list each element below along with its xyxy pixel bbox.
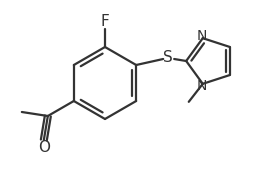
Text: O: O — [38, 140, 50, 156]
Text: S: S — [163, 49, 173, 64]
Text: N: N — [197, 79, 207, 93]
Text: N: N — [197, 29, 207, 43]
Text: F: F — [101, 14, 109, 30]
